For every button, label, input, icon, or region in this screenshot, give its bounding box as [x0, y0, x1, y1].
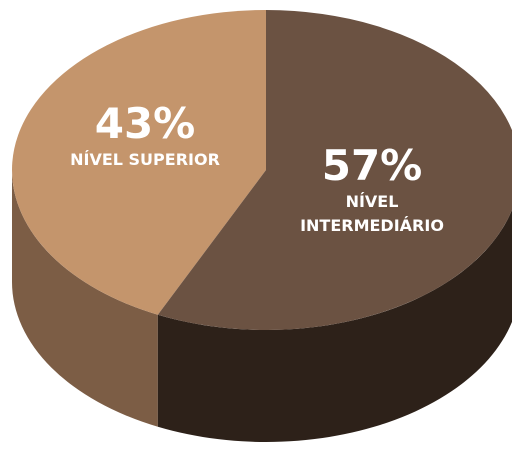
value-label: 43%	[94, 99, 196, 148]
category-label: NÍVEL INTERMEDIÁRIO	[300, 192, 444, 235]
category-label: NÍVEL SUPERIOR	[70, 150, 220, 169]
slice-label: 43% NÍVEL SUPERIOR	[25, 100, 265, 172]
slice-label: 57% NÍVEL INTERMEDIÁRIO	[277, 142, 467, 238]
slice-side	[12, 170, 158, 427]
slice	[157, 10, 512, 330]
slice	[11, 10, 267, 315]
value-label: 57%	[321, 141, 423, 190]
slice-side	[157, 209, 512, 442]
